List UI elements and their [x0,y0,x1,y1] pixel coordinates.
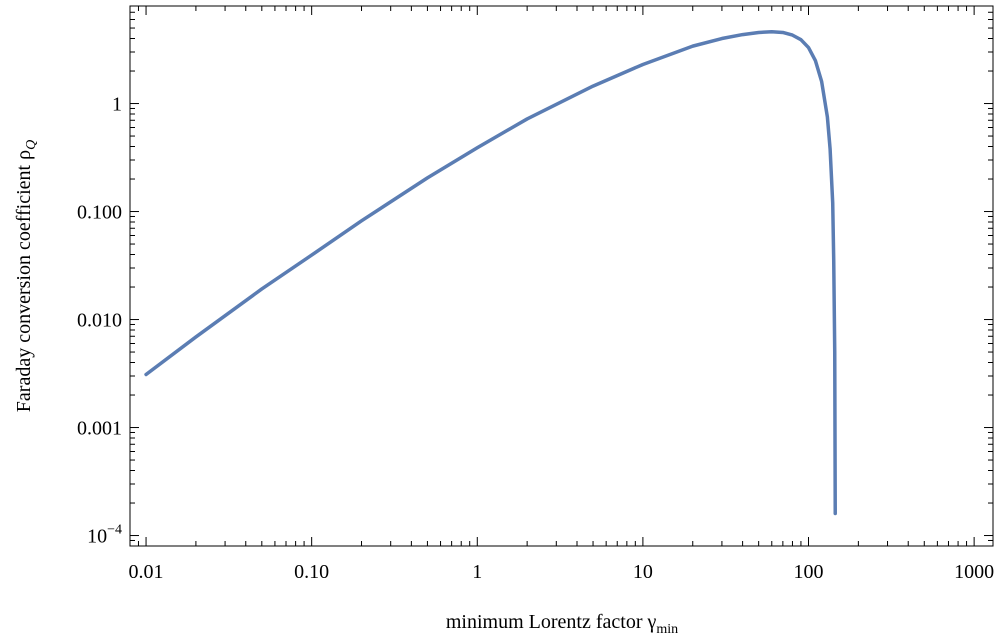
series-line-0 [144,30,837,516]
x-tick-label-1: 0.10 [294,561,329,583]
y-tick-label-0: 10−4 [87,523,122,548]
y-ticks: 10−4 0.001 0.010 0.100 1 [77,5,993,548]
y-tick-label-2: 0.010 [77,310,122,332]
x-tick-label-2: 1 [472,561,482,583]
x-tick-label-0: 0.01 [129,561,164,583]
y-axis-label-sub: Q [24,140,39,150]
series-layer [144,30,837,516]
x-tick-label-4: 100 [794,561,824,583]
y-axis-label-main: Faraday conversion coefficient ρ [13,150,35,412]
x-tick-label-3: 10 [633,561,653,583]
y-axis-label: Faraday conversion coefficient ρQ [13,140,39,412]
x-ticks: 0.01 0.10 1 10 100 1000 [129,6,994,583]
x-axis-label-main: minimum Lorentz factor γ [446,611,657,633]
x-axis-label: minimum Lorentz factor γmin [446,611,678,637]
y-tick-label-3: 0.100 [77,202,122,224]
plot-frame [129,5,994,547]
x-axis-label-sub: min [656,622,678,637]
x-tick-label-5: 1000 [954,561,994,583]
y-tick-label-1: 0.001 [77,418,122,440]
y-tick-label-4: 1 [112,94,122,116]
